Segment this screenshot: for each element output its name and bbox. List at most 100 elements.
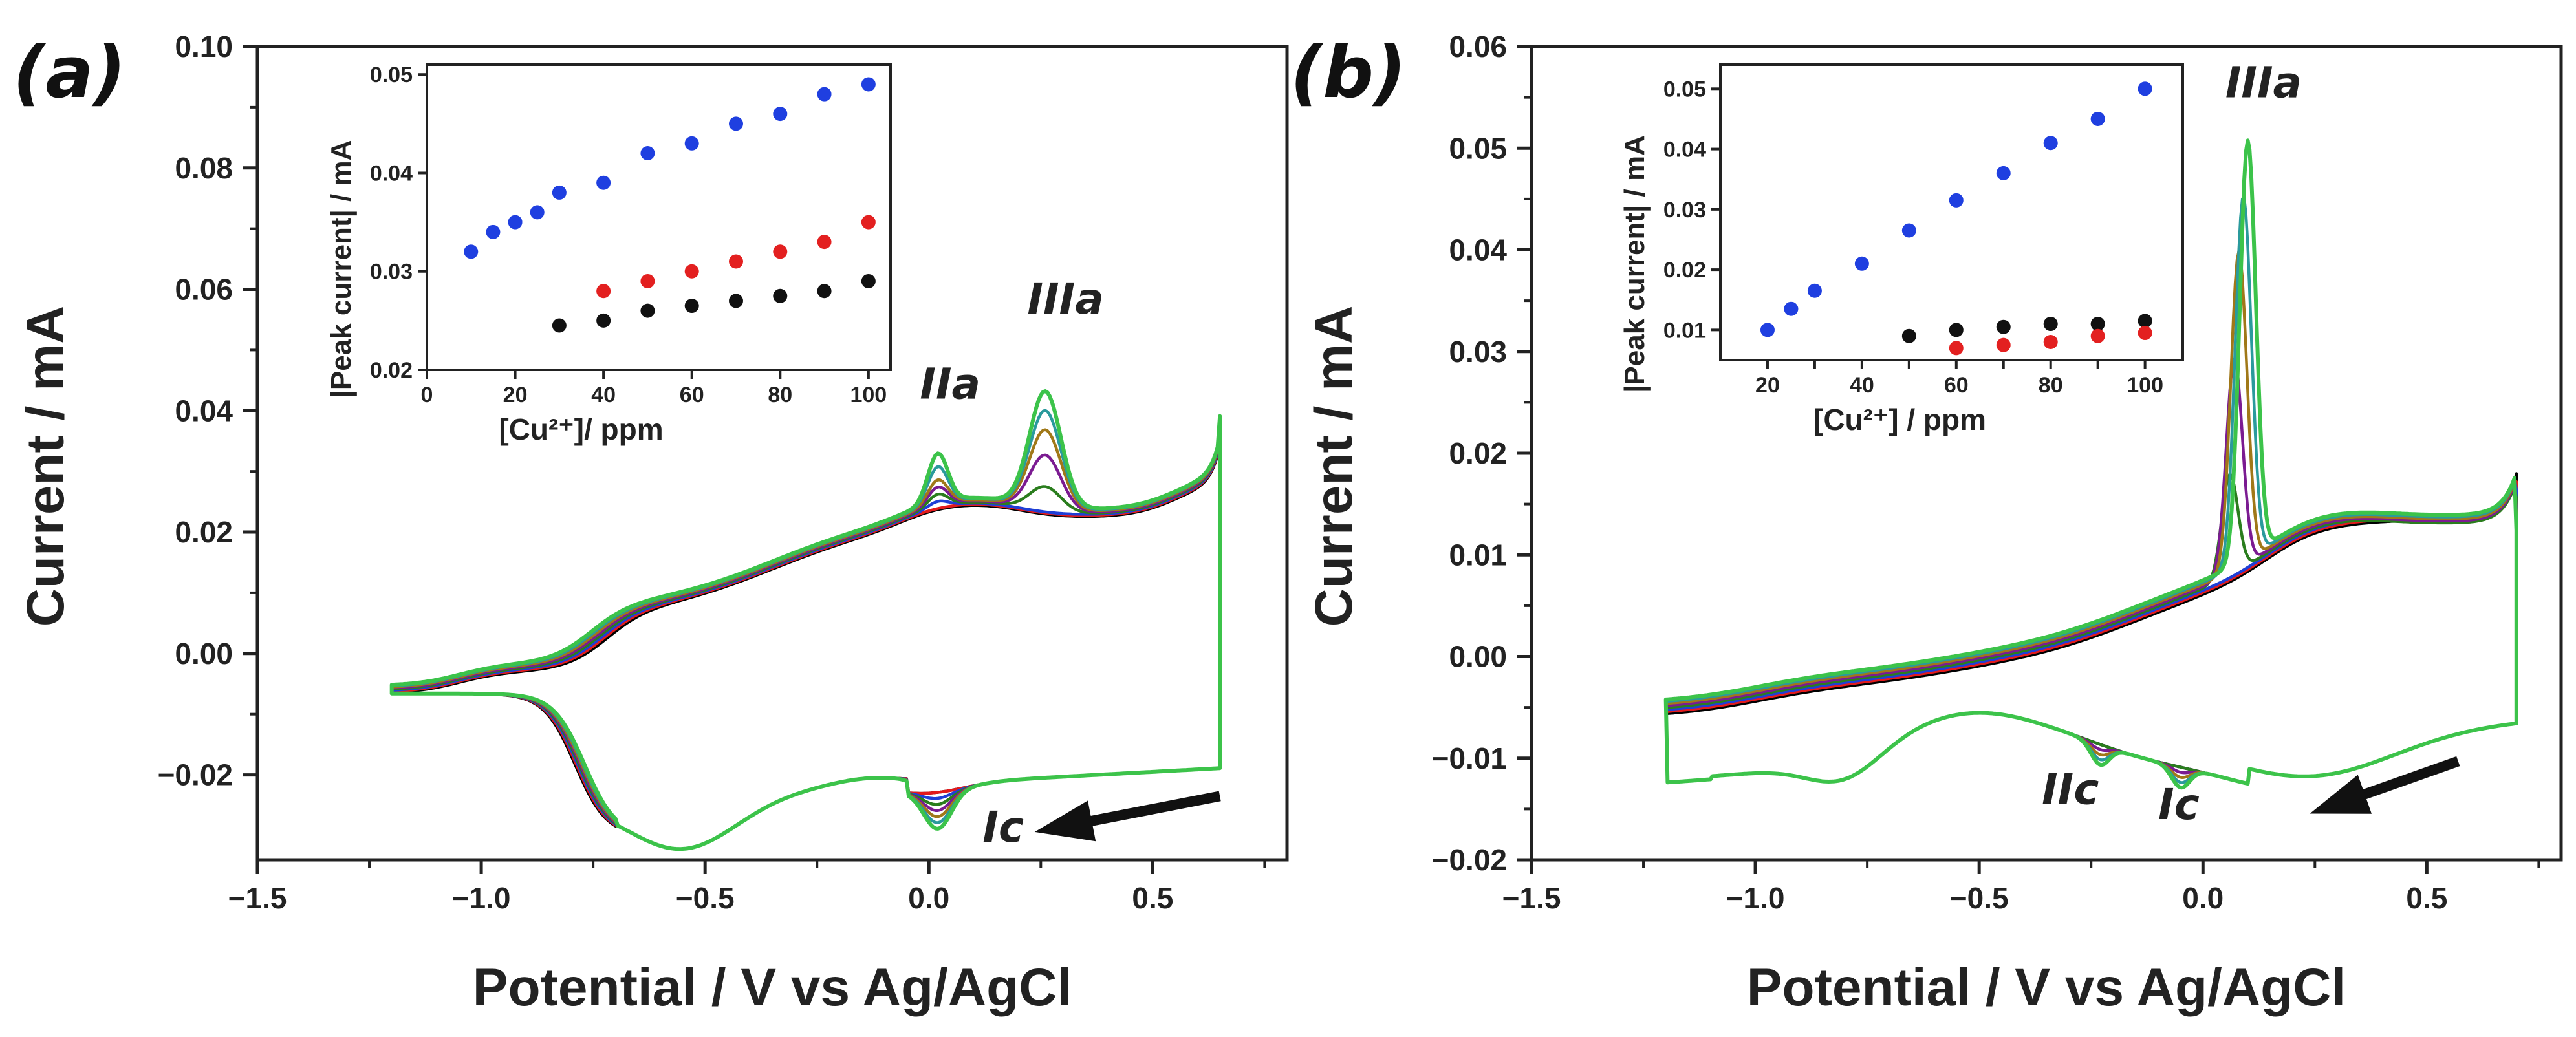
inset-point [640, 273, 655, 288]
inset-point [2043, 136, 2058, 151]
inset-point [2138, 81, 2152, 96]
inset-point [1807, 283, 1822, 298]
inset-series-red [596, 215, 876, 299]
inset-point [773, 288, 788, 303]
inset-series-blue [464, 77, 876, 259]
inset-y-tick-label: 0.03 [370, 260, 413, 284]
inset-x-tick-label: 60 [680, 383, 704, 407]
scan-direction-arrow [1087, 791, 1221, 827]
y-tick-label: −0.02 [1432, 843, 1507, 877]
inset-point [2138, 326, 2152, 341]
inset-point [1949, 341, 1964, 356]
inset-point [729, 254, 743, 269]
x-axis-title: Potential / V vs Ag/AgCl [473, 958, 1072, 1017]
cv-series-green [1663, 138, 2518, 790]
scan-direction-arrowhead [2310, 775, 2372, 814]
inset-point [2090, 317, 2105, 332]
inset-point [1901, 223, 1916, 238]
inset-point [640, 303, 655, 318]
inset-series-black [552, 273, 876, 333]
inset-point [861, 77, 876, 92]
peak-annotation: IIc [2042, 765, 2099, 815]
cv-series-purple [1664, 357, 2518, 786]
inset-x-tick-label: 40 [591, 383, 616, 407]
panel-label: (b) [1290, 31, 1406, 114]
inset-x-tick-label: 100 [2127, 373, 2163, 398]
x-axis-title: Potential / V vs Ag/AgCl [1747, 958, 2346, 1017]
inset-frame [426, 63, 892, 371]
plot-frame [255, 45, 1289, 862]
y-tick-label: 0.00 [1449, 640, 1507, 674]
y-tick-label: 0.04 [175, 394, 233, 427]
inset-point [508, 215, 523, 230]
inset-frame [1719, 63, 2184, 361]
inset-point [596, 175, 611, 190]
y-tick-label: −0.02 [158, 758, 233, 792]
y-tick-label: 0.00 [175, 637, 233, 670]
inset-point [684, 264, 699, 279]
x-tick-label: −1.5 [228, 881, 287, 915]
inset-point [861, 273, 876, 288]
cv-series-blue [390, 423, 1222, 851]
inset-x-tick-label: 20 [503, 383, 528, 407]
inset-point [817, 284, 832, 299]
panel-b: −1.5 −1.0 −0.5 0.0 0.5 −0.02 −0.01 0.00 0.01 0.02… [1290, 30, 2563, 1017]
panel-a: −1.5 −1.0 −0.5 0.0 0.5 −0.02 0.00 0.02 0.04 0.06 0… [13, 30, 1289, 1017]
inset-point [464, 244, 479, 259]
inset-series-red [1949, 326, 2152, 356]
x-tick-label: 0.0 [908, 881, 949, 915]
cv-series-teal [390, 409, 1222, 851]
y-tick-label: 0.08 [175, 151, 233, 185]
inset-x-tick-label: 60 [1944, 373, 1969, 398]
inset-point [552, 318, 567, 333]
inset-x-tick-label: 80 [768, 383, 792, 407]
inset-point [2138, 314, 2152, 328]
inset-point [684, 136, 699, 151]
y-tick-label: 0.01 [1449, 538, 1507, 572]
inset-x-tick-label: 100 [850, 383, 887, 407]
inset-y-title: |Peak current| / mA [325, 140, 358, 398]
cv-series-red [390, 425, 1222, 851]
inset-point [1996, 319, 2011, 334]
cv-series-olive [390, 418, 1222, 851]
y-tick-label: 0.02 [175, 515, 233, 549]
inset-y-tick-label: 0.03 [1663, 198, 1706, 222]
y-tick-label: 0.05 [1449, 131, 1507, 165]
cv-curves [389, 389, 1222, 851]
peak-annotation: IIIa [1028, 274, 1104, 324]
inset-point [773, 107, 788, 122]
inset-y-tick-label: 0.05 [1663, 77, 1706, 102]
peak-annotation: Ic [2158, 780, 2200, 829]
inset-point [773, 244, 788, 259]
y-tick-label: 0.04 [1449, 233, 1507, 267]
x-tick-label: −1.0 [452, 881, 511, 915]
x-tick-label: 0.5 [1132, 881, 1173, 915]
inset-point [2090, 111, 2105, 126]
y-tick-label: 0.03 [1449, 335, 1507, 369]
inset-x-tick-label: 0 [421, 383, 433, 407]
inset-point [1784, 301, 1799, 316]
y-tick-label: 0.10 [175, 30, 233, 63]
peak-annotation: Ic [982, 802, 1024, 852]
x-tick-label: −1.5 [1502, 881, 1561, 915]
inset-point [729, 294, 743, 308]
x-tick-label: 0.0 [2182, 881, 2224, 915]
inset-point [1760, 323, 1775, 337]
inset-point [596, 313, 611, 328]
peak-annotation: IIIa [2225, 58, 2302, 108]
cv-series-purple [390, 420, 1222, 851]
inset-plot: 20 40 60 80 100 0.01 0.02 0.03 0.04 0.05 [Cu²⁺] / … [1619, 63, 2184, 436]
inset-point [1949, 193, 1964, 208]
inset-point [640, 146, 655, 161]
inset-point [2043, 317, 2058, 332]
inset-y-tick-label: 0.05 [370, 63, 413, 87]
y-axis-title: Current / mA [16, 306, 75, 627]
x-tick-label: 0.5 [2406, 881, 2447, 915]
inset-point [817, 235, 832, 250]
inset-point [817, 87, 832, 102]
inset-y-tick-label: 0.02 [370, 358, 413, 383]
inset-series-black [1901, 314, 2152, 343]
inset-point [1901, 328, 1916, 343]
inset-x-title: [Cu²⁺]/ ppm [499, 412, 663, 446]
y-tick-label: 0.06 [1449, 30, 1507, 63]
